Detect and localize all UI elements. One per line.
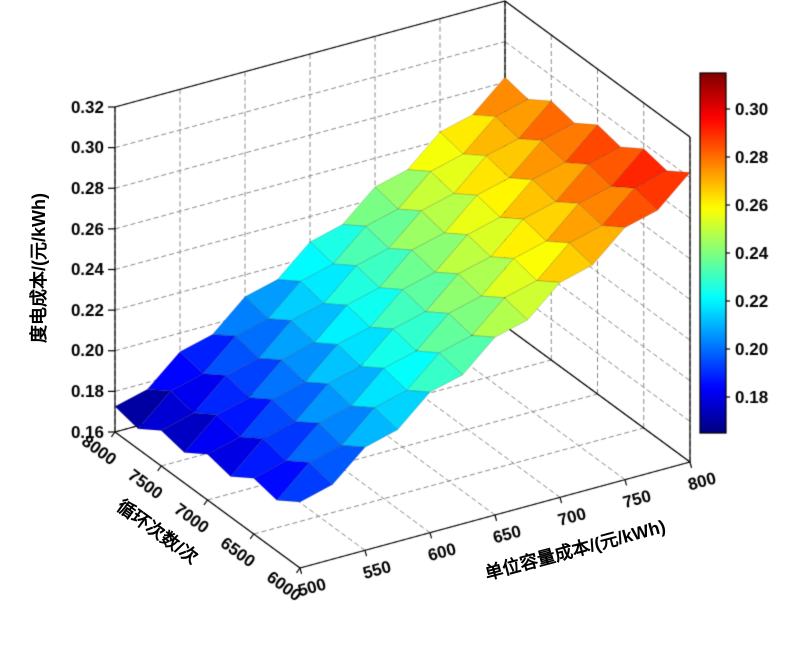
z-axis-title: 度电成本/(元/kWh) <box>29 193 49 343</box>
